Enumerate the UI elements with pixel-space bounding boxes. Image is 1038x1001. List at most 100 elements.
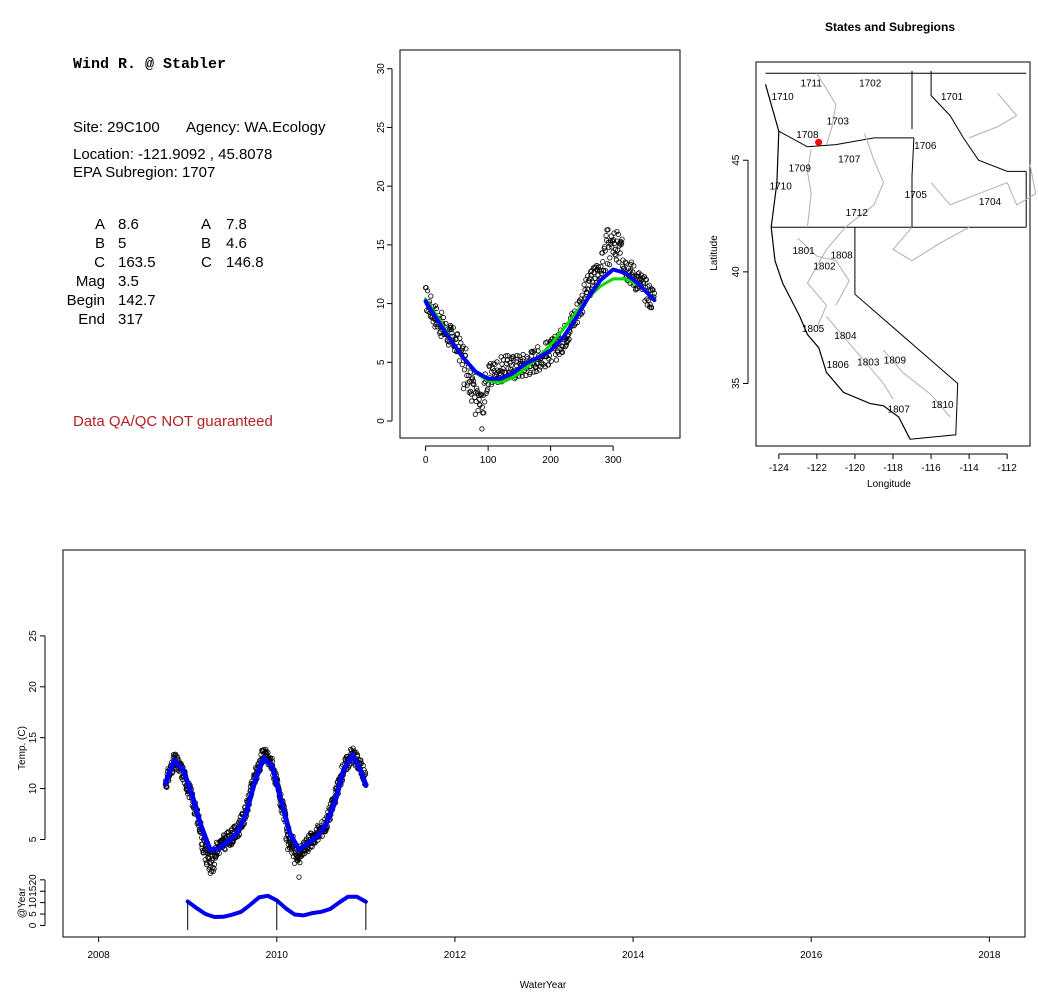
region-label: 1712 (846, 208, 869, 219)
map-x-tick-label: -116 (921, 463, 941, 474)
y-tick-label: 5 (376, 359, 387, 365)
data-point (619, 236, 625, 242)
region-label: 1705 (905, 190, 928, 201)
ts-data-point (358, 757, 364, 763)
data-point (559, 349, 566, 355)
ts-y-tick-label: 25 (28, 630, 39, 642)
data-point (607, 255, 613, 261)
ts-y-tick-label: 15 (28, 732, 39, 744)
data-point (461, 386, 467, 392)
agency: Agency: WA.Ecology (186, 119, 326, 136)
ts-y-tick-label-lower: 0 (28, 922, 39, 928)
ts-data-point (211, 861, 217, 867)
param-value: 3.5 (118, 273, 139, 290)
data-point (614, 229, 620, 235)
region-label: 1711 (800, 79, 822, 90)
data-point (613, 253, 619, 259)
ts-data-point (309, 844, 315, 850)
data-point (470, 381, 476, 387)
data-point (464, 382, 470, 388)
map-ylabel: Latitude (709, 235, 720, 271)
map-frame (755, 61, 1031, 447)
region-label: 1708 (796, 130, 819, 141)
map-x-tick-label: -112 (998, 463, 1018, 474)
ts-data-point (285, 846, 291, 852)
data-point (440, 314, 447, 321)
ts-x-tick-label: 2018 (978, 950, 1001, 961)
data-point (615, 231, 621, 237)
state-boundary (930, 70, 1027, 172)
region-label: 1701 (941, 92, 964, 103)
epa-subregion: EPA Subregion: 1707 (73, 164, 216, 181)
data-point (603, 233, 609, 239)
data-point (635, 271, 641, 277)
data-point (494, 359, 500, 365)
data-point (563, 342, 569, 348)
y-tick-label: 25 (376, 121, 387, 133)
fit-line-blue (423, 267, 657, 381)
ts-data-point (297, 859, 303, 866)
ts-data-point (210, 868, 216, 874)
data-point (499, 361, 505, 367)
data-point (586, 286, 592, 292)
data-point (606, 262, 612, 268)
y-tick-label: 10 (376, 298, 387, 310)
y-tick-label: 20 (376, 180, 387, 192)
data-point (460, 345, 466, 351)
ts-fit-line (162, 752, 369, 853)
data-point (468, 391, 474, 397)
data-point (616, 259, 622, 265)
ts-data-point (266, 754, 272, 760)
param-value: 5 (118, 235, 127, 252)
region-label: 1804 (834, 331, 857, 342)
data-point (423, 285, 429, 291)
data-point (609, 244, 615, 250)
data-point (491, 368, 497, 374)
data-point (456, 358, 463, 364)
ts-data-point (173, 752, 179, 758)
ts-x-tick-label: 2012 (444, 950, 467, 961)
param-value: 7.8 (226, 216, 247, 233)
x-tick-label: 100 (480, 455, 497, 466)
location: Location: -121.9092 , 45.8078 (73, 146, 273, 163)
data-point (548, 358, 554, 364)
map-x-tick-label: -114 (959, 463, 979, 474)
data-point (459, 361, 465, 368)
data-point (530, 349, 536, 355)
param-value: 4.6 (226, 235, 247, 252)
x-tick-label: 300 (605, 455, 622, 466)
data-point (626, 268, 633, 274)
region-label: 1704 (979, 197, 1002, 208)
subregion-boundary (816, 72, 837, 145)
data-point (640, 280, 647, 286)
data-point (466, 372, 472, 379)
data-point (631, 263, 637, 269)
region-label: 1710 (771, 92, 794, 103)
ts-xlabel: WaterYear (520, 980, 567, 991)
region-label: 1706 (914, 141, 937, 152)
data-point (531, 369, 537, 375)
subregion-boundary (826, 316, 894, 400)
map-title: States and Subregions (825, 20, 955, 34)
data-point (598, 263, 604, 269)
ts-data-point (350, 745, 356, 751)
data-point (484, 386, 491, 392)
data-point (622, 259, 628, 265)
data-point (603, 268, 609, 274)
plot-frame (399, 49, 681, 439)
data-point (468, 388, 474, 394)
data-point (601, 267, 607, 274)
data-point (464, 372, 470, 379)
data-point (498, 354, 504, 360)
data-point (612, 246, 619, 252)
region-label: 1707 (838, 155, 861, 166)
param-label: C (94, 254, 105, 271)
data-point (588, 269, 594, 275)
data-point (602, 248, 608, 254)
region-label: 1805 (802, 324, 825, 335)
param-label: A (201, 216, 212, 233)
param-label: End (78, 311, 105, 328)
subregion-boundary (883, 349, 951, 418)
timeseries-chart: WaterYear Temp. (C) @Year 2008 2010 2012 20… (17, 549, 1026, 991)
ts-y-tick-label: 5 (28, 836, 39, 842)
